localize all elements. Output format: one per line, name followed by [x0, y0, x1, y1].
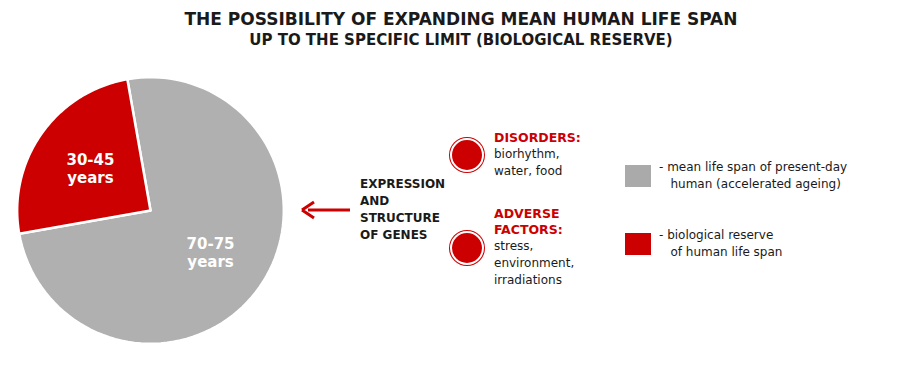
html-text:EXPRESSION AND STRUCTURE OF GE: EXPRESSION AND STRUCTURE OF GENES [360, 176, 446, 242]
html-text:UP TO THE SPECIFIC LIMIT (BIOL: UP TO THE SPECIFIC LIMIT (BIOLOGICAL RES… [249, 31, 673, 49]
html-text:DISORDERS:: DISORDERS: [494, 130, 581, 145]
html-text:- biological reserve of human: - biological reserve of human life span [659, 227, 783, 259]
html-text:biorhythm, water, food: biorhythm, water, food [494, 147, 563, 178]
html-text:THE POSSIBILITY OF EXPANDING M: THE POSSIBILITY OF EXPANDING MEAN HUMAN … [184, 9, 738, 29]
svg-text:70-75years: 70-75years [187, 235, 235, 271]
svg-text:30-45years: 30-45years [66, 151, 114, 187]
html-text:ADVERSE FACTORS:: ADVERSE FACTORS: [494, 206, 563, 237]
html-text:stress, environment, irradiati: stress, environment, irradiations [494, 239, 575, 287]
html-text:- mean life span of present-da: - mean life span of present-day human (a… [659, 159, 848, 191]
